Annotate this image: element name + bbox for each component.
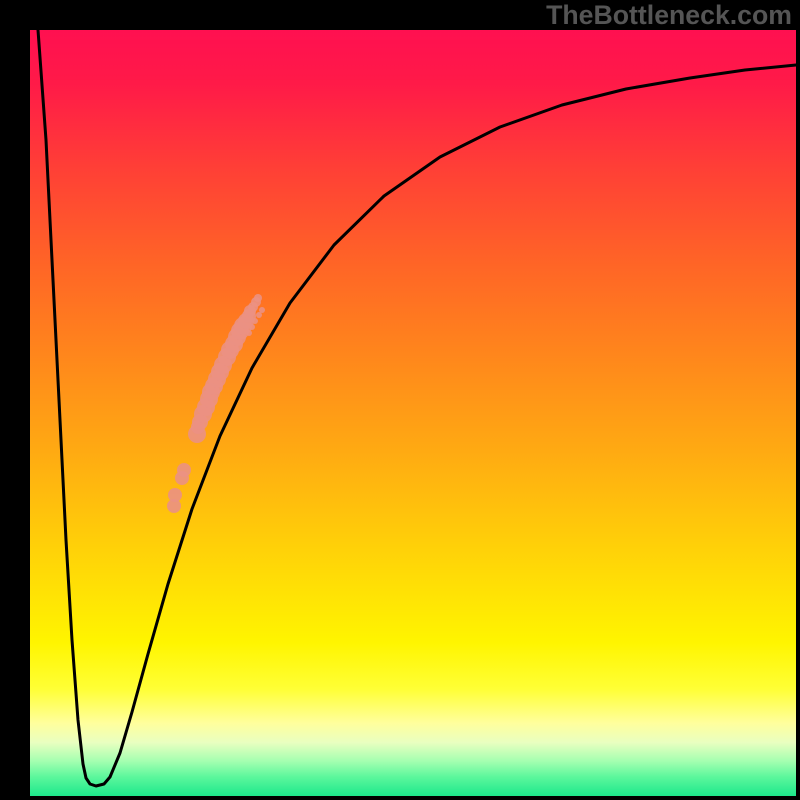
curve-layer (30, 30, 796, 796)
scatter-point (256, 312, 262, 318)
watermark-text: TheBottleneck.com (546, 0, 792, 31)
bottleneck-curve (38, 30, 796, 786)
scatter-point (168, 488, 182, 502)
bottleneck-chart: TheBottleneck.com (0, 0, 800, 800)
plot-area (30, 30, 796, 796)
scatter-point (259, 307, 265, 313)
scatter-point (246, 330, 252, 336)
scatter-point (249, 324, 255, 330)
scatter-point (254, 294, 262, 302)
scatter-point (177, 463, 191, 477)
scatter-point (252, 318, 258, 324)
